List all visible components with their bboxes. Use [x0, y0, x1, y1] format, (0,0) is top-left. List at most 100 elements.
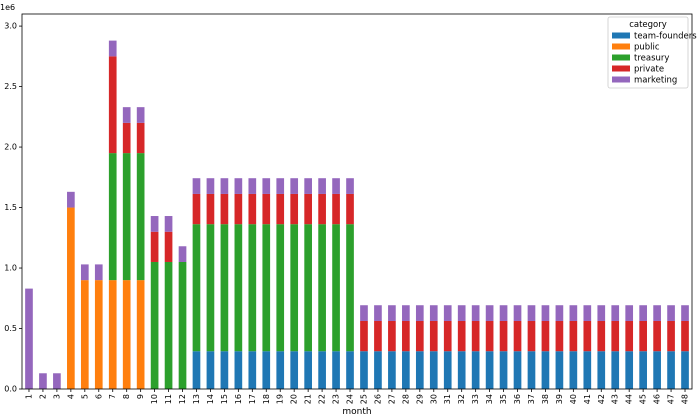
- bar-public-month-5: [80, 280, 89, 389]
- bar-team-founders-month-46: [653, 351, 661, 389]
- x-tick-label: 6: [94, 394, 103, 399]
- y-axis-ticks: 0.0 0.5 1.0 1.5 2.0 2.5 3.0: [4, 22, 22, 394]
- bar-marketing-month-1: [25, 288, 33, 389]
- bar-public-month-4: [67, 207, 75, 389]
- bar-private-month-14: [206, 193, 215, 225]
- bar-marketing-month-12: [178, 246, 187, 262]
- legend-title: category: [629, 20, 667, 30]
- bar-private-month-47: [667, 320, 675, 352]
- legend-label-public: public: [634, 43, 660, 53]
- bar-public-month-8: [122, 280, 131, 389]
- bar-public-month-9: [136, 280, 145, 389]
- bar-team-founders-month-37: [527, 351, 536, 389]
- y-tick-label: 1.5: [4, 203, 17, 212]
- x-tick-label: 33: [471, 394, 480, 404]
- x-tick-label: 44: [625, 394, 634, 404]
- x-tick-label: 45: [639, 394, 648, 404]
- bar-marketing-month-33: [471, 305, 480, 321]
- x-tick-label: 18: [262, 394, 271, 404]
- bar-treasury-month-9: [136, 153, 145, 281]
- x-tick-label: 5: [80, 394, 89, 399]
- bar-team-founders-month-28: [402, 351, 410, 389]
- bar-marketing-month-46: [653, 305, 661, 321]
- bar-team-founders-month-25: [360, 351, 368, 389]
- bar-marketing-month-16: [234, 178, 243, 194]
- bar-team-founders-month-22: [318, 351, 326, 389]
- plot-frame: [21, 13, 693, 390]
- bar-team-founders-month-14: [206, 351, 215, 389]
- bar-marketing-month-14: [206, 178, 215, 194]
- x-axis-ticks: 1 2 3 4 5 6 7 8 9 10 11 12 13 14 15 16 17 18 19 20 21 22 23 24 2…: [24, 389, 690, 404]
- bar-marketing-month-24: [346, 178, 354, 194]
- x-tick-label: 28: [401, 394, 410, 404]
- bar-private-month-36: [513, 320, 522, 352]
- bar-marketing-month-29: [415, 305, 424, 321]
- bar-private-month-34: [485, 320, 494, 352]
- bar-private-month-9: [136, 122, 145, 154]
- bar-treasury-month-8: [122, 153, 131, 281]
- legend-label-marketing: marketing: [634, 76, 677, 86]
- x-tick-label: 12: [178, 394, 187, 404]
- legend: category team-founderspublictreasurypriv…: [607, 16, 697, 89]
- bar-marketing-month-20: [290, 178, 299, 194]
- bar-private-month-21: [304, 193, 312, 225]
- x-tick-label: 42: [597, 394, 606, 404]
- bar-team-founders-month-40: [569, 351, 578, 389]
- bar-marketing-month-3: [53, 373, 61, 389]
- bar-marketing-month-8: [122, 107, 131, 123]
- bar-private-month-33: [471, 320, 480, 352]
- bar-private-month-22: [318, 193, 326, 225]
- bar-team-founders-month-44: [625, 351, 634, 389]
- bar-private-month-29: [415, 320, 424, 352]
- bar-marketing-month-6: [94, 264, 103, 281]
- bar-marketing-month-32: [457, 305, 466, 321]
- legend-swatch-private: [612, 65, 630, 72]
- y-tick-label: 3.0: [4, 22, 17, 31]
- bar-team-founders-month-34: [485, 351, 494, 389]
- bar-private-month-30: [429, 320, 438, 352]
- bar-private-month-10: [150, 231, 159, 262]
- bar-team-founders-month-20: [290, 351, 299, 389]
- bar-marketing-month-31: [443, 305, 452, 321]
- bar-team-founders-month-15: [220, 351, 229, 389]
- legend-label-treasury: treasury: [634, 54, 669, 64]
- bar-marketing-month-25: [360, 305, 368, 321]
- legend-swatch-treasury: [612, 54, 630, 61]
- bar-private-month-11: [164, 231, 173, 262]
- bar-marketing-month-27: [388, 305, 396, 321]
- bar-marketing-month-21: [304, 178, 312, 194]
- bar-public-month-7: [108, 280, 117, 389]
- bar-team-founders-month-17: [248, 351, 257, 389]
- y-tick-label: 1.0: [4, 264, 17, 273]
- x-tick-label: 20: [290, 394, 299, 404]
- plot-background: [22, 14, 692, 389]
- x-tick-label: 16: [234, 394, 243, 404]
- bar-treasury-month-18: [262, 224, 271, 352]
- bar-treasury-month-12: [178, 261, 187, 389]
- bar-team-founders-month-42: [597, 351, 606, 389]
- bar-marketing-month-44: [625, 305, 634, 321]
- bar-team-founders-month-26: [374, 351, 382, 389]
- bar-public-month-6: [94, 280, 103, 389]
- bar-treasury-month-21: [304, 224, 312, 352]
- x-tick-label: 41: [583, 394, 592, 404]
- bar-private-month-42: [597, 320, 606, 352]
- bar-marketing-month-5: [80, 264, 89, 281]
- y-tick-label: 2.5: [4, 82, 17, 91]
- bar-team-founders-month-27: [388, 351, 396, 389]
- bar-team-founders-month-33: [471, 351, 480, 389]
- x-tick-label: 47: [667, 394, 676, 404]
- bar-private-month-41: [583, 320, 592, 352]
- bar-marketing-month-28: [402, 305, 410, 321]
- legend-label-team-founders: team-founders: [634, 32, 697, 42]
- bar-treasury-month-19: [276, 224, 285, 352]
- legend-swatch-public: [612, 43, 630, 50]
- bar-treasury-month-23: [332, 224, 340, 352]
- x-tick-label: 30: [429, 394, 438, 404]
- x-tick-label: 13: [192, 394, 201, 404]
- bar-private-month-26: [374, 320, 382, 352]
- bar-marketing-month-45: [639, 305, 647, 321]
- bar-team-founders-month-24: [346, 351, 354, 389]
- bar-private-month-28: [402, 320, 410, 352]
